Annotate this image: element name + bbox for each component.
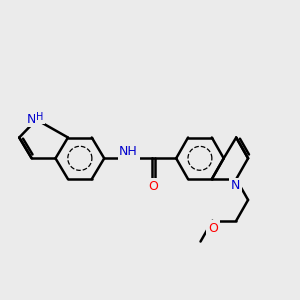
Text: O: O (148, 180, 158, 193)
Text: N: N (231, 179, 240, 192)
Text: O: O (208, 222, 218, 235)
Text: NH: NH (119, 145, 138, 158)
Text: N: N (26, 112, 36, 126)
Text: H: H (36, 112, 44, 122)
